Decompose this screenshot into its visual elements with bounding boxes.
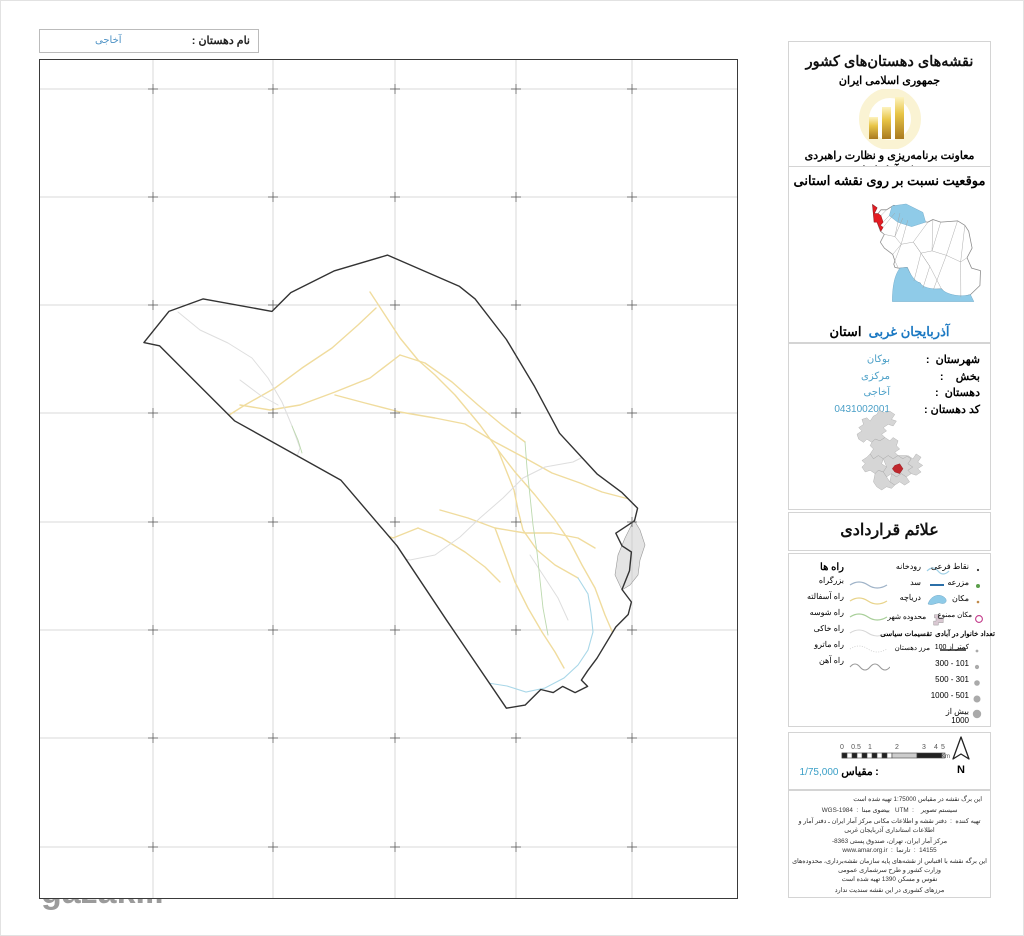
svg-text:5: 5 (941, 744, 945, 751)
svg-text:2: 2 (895, 744, 899, 751)
svg-text:Km: Km (941, 754, 950, 760)
svg-text:0.5: 0.5 (851, 744, 861, 751)
svg-text:مقیاس: مقیاس (841, 766, 873, 778)
svg-text:3: 3 (922, 744, 926, 751)
svg-text:4: 4 (934, 744, 938, 751)
svg-text:0: 0 (840, 744, 844, 751)
svg-text:1: 1 (868, 744, 872, 751)
svg-text:1/75,000: 1/75,000 (800, 767, 839, 778)
svg-text:N: N (957, 764, 965, 776)
svg-text::: : (875, 766, 879, 778)
